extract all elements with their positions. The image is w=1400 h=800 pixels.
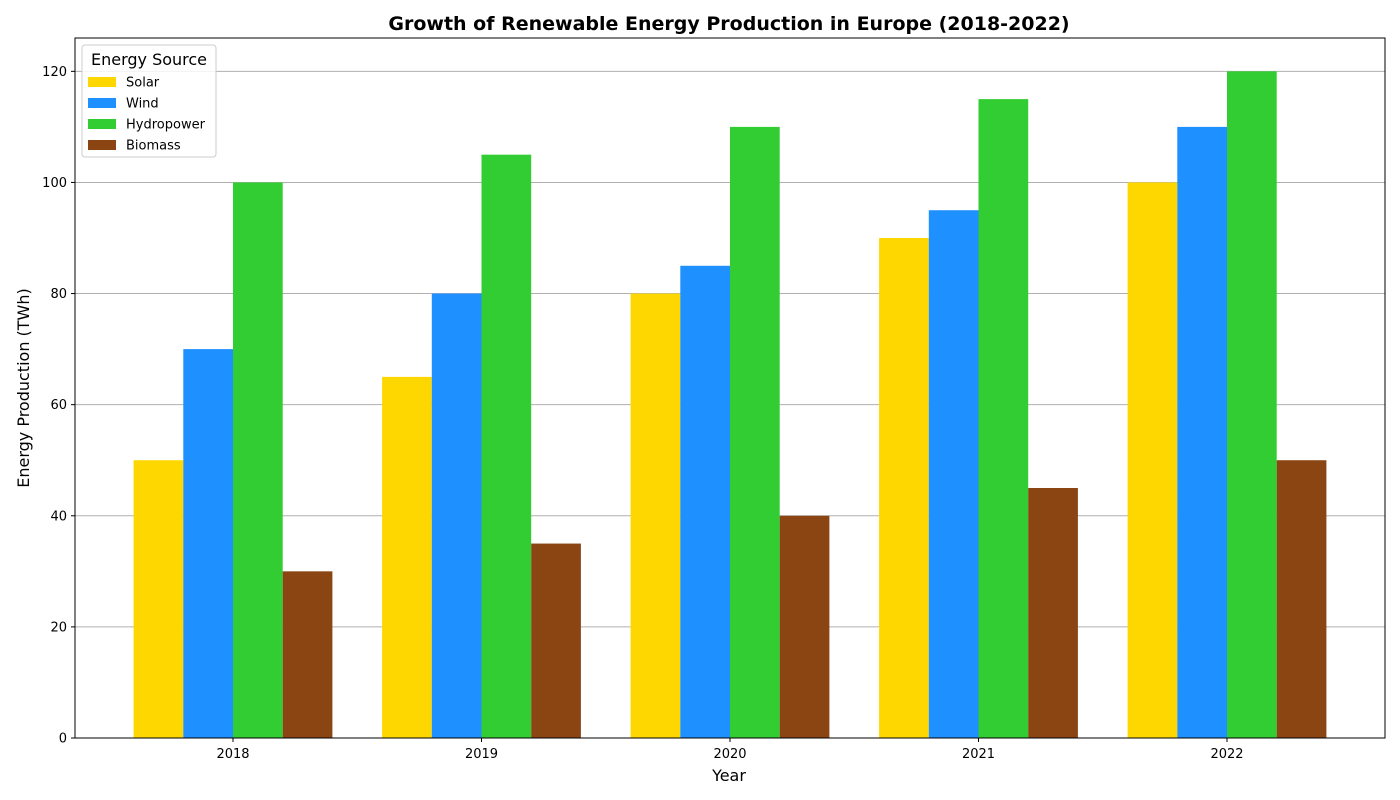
bar-hydropower-2019	[481, 154, 532, 738]
bar-wind-2020	[680, 265, 730, 738]
legend-swatch-wind	[88, 98, 116, 108]
x-tick-label: 2021	[962, 747, 995, 762]
legend-label-wind: Wind	[126, 97, 159, 112]
y-tick-label: 100	[42, 176, 67, 191]
legend-label-hydropower: Hydropower	[126, 118, 206, 133]
bar-wind-2021	[928, 210, 979, 738]
bars	[133, 71, 1327, 739]
y-tick-label: 40	[50, 509, 67, 524]
y-tick-label: 80	[50, 287, 67, 302]
x-tick-label: 2020	[713, 747, 746, 762]
chart-title: Growth of Renewable Energy Production in…	[388, 13, 1069, 35]
bar-biomass-2018	[282, 571, 333, 738]
bar-hydropower-2018	[233, 182, 283, 738]
bar-biomass-2022	[1276, 460, 1327, 738]
bar-wind-2022	[1177, 126, 1227, 738]
bar-wind-2019	[431, 293, 482, 738]
legend-label-solar: Solar	[126, 76, 160, 91]
x-axis-ticks: 2018 2019 2020 2021 2022	[216, 738, 1244, 762]
x-tick-label: 2019	[465, 747, 498, 762]
y-tick-label: 20	[50, 620, 67, 635]
bar-solar-2019	[382, 376, 432, 738]
legend: Energy Source Solar Wind Hydropower Biomass	[81, 44, 217, 158]
y-axis-label: Energy Production (TWh)	[14, 288, 33, 488]
bar-solar-2020	[630, 293, 681, 738]
bar-solar-2021	[879, 238, 929, 738]
bar-solar-2022	[1127, 182, 1178, 738]
x-axis-label: Year	[711, 766, 746, 785]
bar-solar-2018	[133, 460, 184, 738]
legend-title: Energy Source	[91, 50, 207, 69]
legend-swatch-hydropower	[88, 119, 116, 129]
bar-biomass-2021	[1028, 488, 1078, 738]
legend-label-biomass: Biomass	[126, 139, 181, 154]
legend-swatch-biomass	[88, 140, 116, 150]
x-tick-label: 2022	[1210, 747, 1243, 762]
bar-biomass-2019	[531, 543, 581, 738]
bar-hydropower-2020	[730, 126, 780, 738]
bar-hydropower-2021	[978, 99, 1029, 739]
y-tick-label: 120	[42, 65, 67, 80]
bar-wind-2018	[183, 349, 233, 738]
bar-hydropower-2022	[1227, 71, 1277, 739]
y-tick-label: 60	[50, 398, 67, 413]
x-tick-label: 2018	[216, 747, 249, 762]
legend-swatch-solar	[88, 77, 116, 87]
legend-items: Solar Wind Hydropower Biomass	[88, 76, 206, 154]
bar-biomass-2020	[779, 515, 830, 738]
y-axis-ticks: 0 20 40 60 80 100 120	[42, 65, 75, 747]
y-tick-label: 0	[59, 732, 67, 747]
